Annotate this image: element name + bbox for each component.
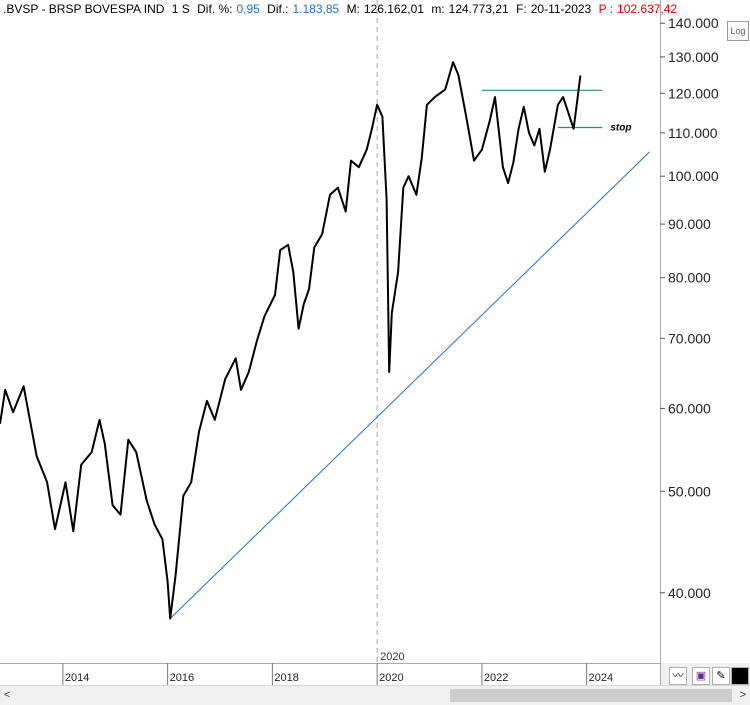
y-tick-label: 70.000 xyxy=(668,330,711,346)
y-tick-label: 40.000 xyxy=(668,585,711,601)
y-tick-label: 120.000 xyxy=(668,85,719,101)
x-tick-label: 2022 xyxy=(484,672,508,684)
y-tick-label: 100.000 xyxy=(668,168,719,184)
cursor-date-label: 2020 xyxy=(380,651,404,663)
price-label: P : xyxy=(598,2,614,16)
x-tick-label: 2014 xyxy=(65,672,89,684)
date-label: F: xyxy=(516,2,527,16)
log-scale-button[interactable]: Log xyxy=(727,21,749,41)
dif-pct-value: 0,95 xyxy=(236,2,260,16)
scroll-thumb[interactable] xyxy=(450,689,732,702)
save-icon[interactable]: ▣ xyxy=(692,667,710,685)
y-tick-label: 90.000 xyxy=(668,216,711,232)
price-series-line xyxy=(0,61,582,620)
header-info-bar: .BVSP - BRSP BOVESPA IND 1 S Dif. %: 0,95… xyxy=(3,2,681,18)
max-value: 126.162,01 xyxy=(363,2,424,16)
y-axis-background xyxy=(660,0,750,663)
x-axis-background xyxy=(0,663,660,685)
x-tick-label: 2018 xyxy=(274,672,298,684)
x-tick-label: 2024 xyxy=(589,672,613,684)
dif-value: 1.183,85 xyxy=(292,2,340,16)
dif-pct-label: Dif. %: xyxy=(197,2,233,16)
settings-icon[interactable]: ✎ xyxy=(712,667,730,685)
horizontal-scrollbar[interactable]: < > xyxy=(0,685,750,705)
y-tick-label: 80.000 xyxy=(668,270,711,286)
y-tick-label: 140.000 xyxy=(668,15,719,31)
period-label: 1 S xyxy=(171,2,190,16)
scroll-left-icon[interactable]: < xyxy=(4,689,11,701)
y-tick-label: 50.000 xyxy=(668,483,711,499)
y-tick-label: 130.000 xyxy=(668,49,719,65)
wave-tool-icon[interactable]: 〰 xyxy=(669,667,687,685)
x-tick-label: 2020 xyxy=(379,672,403,684)
scroll-right-icon[interactable]: > xyxy=(739,689,746,701)
y-tick-label: 60.000 xyxy=(668,400,711,416)
min-value: 124.773,21 xyxy=(448,2,509,16)
symbol-label: .BVSP - BRSP BOVESPA IND xyxy=(3,2,165,16)
color-swatch-icon[interactable] xyxy=(731,667,749,685)
dif-label: Dif.: xyxy=(267,2,289,16)
axis-ticks: 40.000 50.000 60.000 70.000 80.000 90.000 100.… xyxy=(62,15,719,685)
y-tick-label: 110.000 xyxy=(668,125,718,141)
x-tick-label: 2016 xyxy=(170,672,194,684)
max-label: M: xyxy=(346,2,360,16)
min-label: m: xyxy=(431,2,445,16)
price-value: 102.637,42 xyxy=(617,2,678,16)
stop-annotation: stop xyxy=(610,123,631,134)
date-value: 20-11-2023 xyxy=(530,2,592,16)
trendline xyxy=(169,151,650,619)
plot-background xyxy=(0,0,660,663)
overlay-lines xyxy=(169,0,650,663)
